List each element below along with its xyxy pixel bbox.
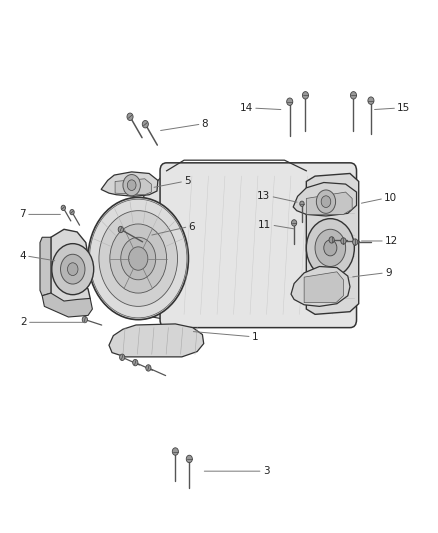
Circle shape (127, 180, 136, 190)
Circle shape (316, 190, 336, 213)
Text: 4: 4 (19, 251, 26, 261)
Circle shape (368, 97, 374, 104)
Circle shape (88, 197, 188, 320)
Circle shape (291, 220, 297, 226)
Text: 2: 2 (20, 317, 27, 327)
Polygon shape (306, 173, 359, 314)
Circle shape (350, 92, 357, 99)
Circle shape (61, 205, 66, 211)
Text: 7: 7 (19, 209, 26, 220)
Circle shape (121, 237, 155, 280)
Polygon shape (306, 192, 352, 214)
Text: 6: 6 (188, 222, 195, 232)
Circle shape (186, 455, 192, 463)
Text: 3: 3 (263, 466, 269, 476)
Circle shape (146, 365, 151, 371)
Circle shape (142, 120, 148, 128)
Circle shape (52, 244, 94, 295)
Circle shape (353, 239, 358, 245)
Polygon shape (42, 293, 92, 317)
Polygon shape (40, 237, 51, 296)
Circle shape (127, 113, 133, 120)
Circle shape (67, 263, 78, 276)
Text: 12: 12 (385, 236, 398, 246)
Circle shape (60, 254, 85, 284)
Polygon shape (101, 172, 158, 196)
Text: 5: 5 (184, 176, 191, 187)
Text: 13: 13 (257, 191, 271, 201)
Polygon shape (293, 182, 357, 216)
Circle shape (129, 247, 148, 270)
Text: 9: 9 (385, 268, 392, 278)
Circle shape (133, 359, 138, 366)
Circle shape (70, 209, 74, 215)
Circle shape (172, 448, 178, 455)
Polygon shape (51, 229, 90, 310)
Polygon shape (115, 179, 151, 195)
Circle shape (324, 240, 337, 256)
Text: 1: 1 (252, 332, 258, 342)
Polygon shape (304, 272, 343, 303)
Circle shape (120, 354, 125, 360)
Polygon shape (109, 324, 204, 357)
Circle shape (300, 201, 304, 206)
Circle shape (302, 92, 308, 99)
Circle shape (99, 211, 177, 306)
Polygon shape (138, 171, 166, 320)
FancyBboxPatch shape (160, 163, 357, 328)
Circle shape (321, 196, 331, 207)
Text: 10: 10 (384, 193, 397, 204)
Circle shape (315, 229, 346, 266)
Circle shape (110, 224, 166, 293)
Polygon shape (291, 266, 350, 306)
Circle shape (287, 98, 293, 106)
Circle shape (306, 219, 354, 277)
Text: 15: 15 (397, 103, 410, 113)
Circle shape (329, 237, 334, 243)
Text: 8: 8 (201, 119, 208, 129)
Circle shape (341, 238, 346, 244)
Circle shape (82, 317, 88, 323)
Text: 11: 11 (258, 220, 272, 230)
Text: 14: 14 (240, 103, 253, 113)
Circle shape (118, 227, 124, 233)
Circle shape (123, 174, 141, 196)
